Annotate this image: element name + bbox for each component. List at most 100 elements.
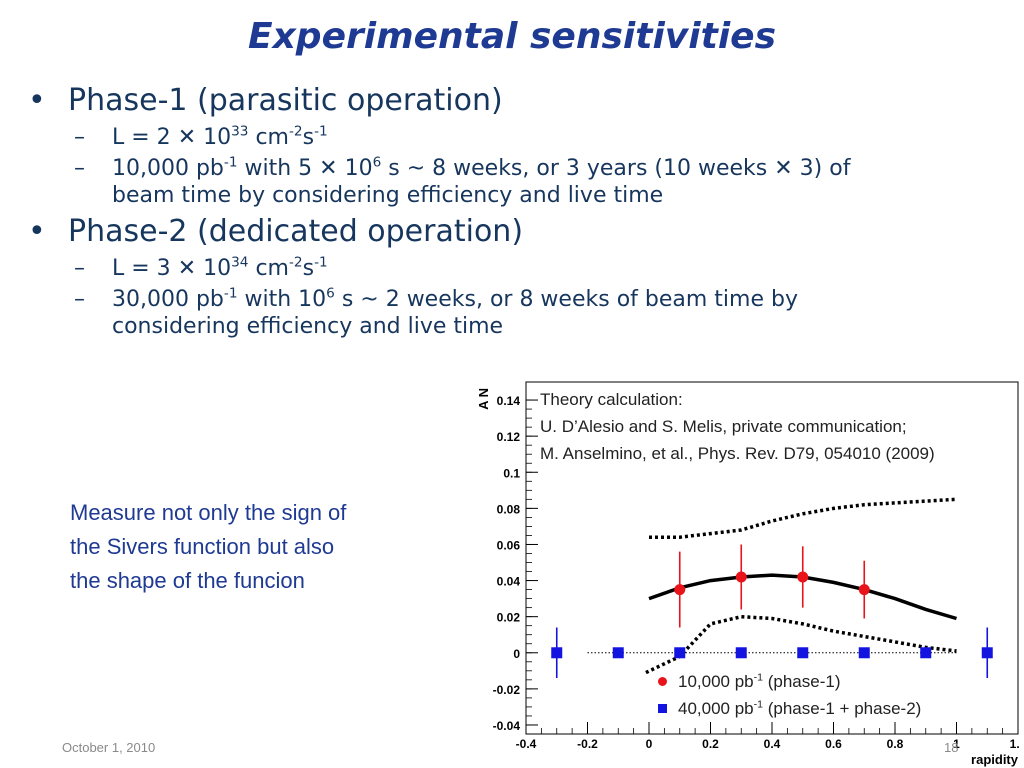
x-tick-label: 0.4 — [764, 737, 781, 751]
slide-title: Experimental sensitivities — [247, 16, 776, 57]
theory-line: U. D’Alesio and S. Melis, private commun… — [540, 417, 907, 436]
phase-2-data-point — [981, 647, 993, 659]
y-tick-label: -0.04 — [493, 719, 521, 733]
superscript: 34 — [231, 254, 249, 271]
phase-2-data-point — [735, 647, 747, 659]
legend-text: (phase-1 + phase-2) — [763, 699, 922, 718]
legend-text: (phase-1) — [763, 672, 841, 691]
phase-2-data-point — [612, 647, 624, 659]
legend-text: 40,000 pb — [678, 699, 754, 718]
legend-square-marker — [658, 704, 667, 713]
times-symbol: ✕ — [774, 156, 793, 181]
y-tick-label: 0 — [513, 647, 520, 661]
times-symbol: ✕ — [177, 125, 197, 150]
x-tick-label: 1.2 — [1010, 737, 1020, 751]
phase-1-data-point — [797, 571, 809, 583]
text-segment: L = 3 — [112, 256, 171, 281]
dash: – — [74, 125, 85, 150]
text-segment: 10 — [203, 125, 232, 150]
x-tick-label: 0.8 — [887, 737, 904, 751]
x-tick-label: -0.2 — [577, 737, 598, 751]
superscript: -1 — [753, 671, 764, 684]
text-segment: cm — [248, 125, 289, 150]
bullet-dot: • — [28, 83, 46, 118]
plot-legend: 10,000 pb-1 (phase-1) 40,000 pb-1 (phase… — [656, 668, 921, 722]
phase-1-data-point — [674, 584, 686, 596]
sub-bullet-exposure-1: – 10,000 pb-1 with 5 ✕ 106 s ~ 8 weeks, … — [28, 155, 988, 209]
text-segment: L = 2 — [112, 125, 171, 150]
bullet-list: • Phase-1 (parasitic operation) – L = 2 … — [28, 82, 988, 344]
y-tick-label: 0.04 — [497, 575, 521, 589]
dash: – — [74, 287, 85, 312]
x-tick-label: 0.6 — [825, 737, 842, 751]
superscript: -1 — [223, 285, 238, 302]
superscript: -1 — [223, 154, 238, 171]
y-tick-label: 0.08 — [497, 502, 521, 516]
phase-2-data-point — [920, 647, 932, 659]
text-segment: considering efficiency and live time — [112, 314, 504, 339]
x-tick-label: -0.4 — [516, 737, 537, 751]
sub-bullet-exposure-2: – 30,000 pb-1 with 106 s ~ 2 weeks, or 8… — [28, 286, 988, 340]
phase-2-data-point — [858, 647, 870, 659]
x-tick-label: 0.2 — [702, 737, 719, 751]
text-segment: 10 — [337, 156, 373, 181]
phase-2-data-point — [797, 647, 809, 659]
sub-bullet-luminosity-2: – L = 3 ✕ 1034 cm-2s-1 — [28, 255, 988, 282]
dash: – — [74, 156, 85, 181]
legend-entry-phase-1: 10,000 pb-1 (phase-1) — [656, 668, 921, 695]
bullet-phase-1: • Phase-1 (parasitic operation) — [28, 82, 988, 120]
legend-text: 10,000 pb — [678, 672, 754, 691]
theory-line: M. Anselmino, et al., Phys. Rev. D79, 05… — [540, 444, 935, 463]
text-segment: 10 — [203, 256, 232, 281]
dash: – — [74, 256, 85, 281]
theory-lower-bound-curve — [645, 614, 957, 675]
y-tick-label: 0.1 — [503, 466, 520, 480]
bullet-label: Phase-2 (dedicated operation) — [68, 214, 524, 249]
superscript: -2 — [289, 254, 303, 271]
phase-2-data-point — [551, 647, 563, 659]
superscript: 6 — [326, 285, 335, 302]
y-axis-label: A N — [476, 388, 491, 410]
y-tick-label: 0.06 — [497, 538, 521, 552]
x-tick-label: 0 — [646, 737, 653, 751]
text-segment: s ~ 8 weeks, or 3 years (10 weeks — [381, 156, 775, 181]
phase-1-data-point — [858, 584, 870, 596]
y-tick-label: 0.14 — [497, 394, 521, 408]
text-segment: s — [302, 256, 315, 281]
legend-entry-phase-2: 40,000 pb-1 (phase-1 + phase-2) — [656, 695, 921, 722]
superscript: -1 — [314, 123, 328, 140]
theory-upper-bound-curve — [649, 497, 957, 539]
text-segment: 10,000 pb — [112, 156, 224, 181]
superscript: 6 — [372, 154, 382, 171]
annotation-note: Measure not only the sign of the Sivers … — [70, 496, 440, 598]
bullet-label: Phase-1 (parasitic operation) — [68, 83, 503, 118]
superscript: 33 — [231, 123, 249, 140]
times-symbol: ✕ — [177, 256, 197, 281]
text-segment: 3) of — [792, 156, 851, 181]
text-segment: 30,000 pb — [112, 287, 224, 312]
phase-1-data-point — [735, 571, 747, 583]
footer-date: October 1, 2010 — [62, 740, 156, 755]
x-axis-label: rapidity — [971, 752, 1019, 767]
note-line: the Sivers function but also — [70, 534, 335, 559]
superscript: -1 — [753, 698, 764, 711]
times-symbol: ✕ — [319, 156, 338, 181]
text-segment: s ~ 2 weeks, or 8 weeks of beam time by — [334, 287, 798, 312]
x-tick-label: 1 — [953, 737, 960, 751]
bullet-dot: • — [28, 214, 46, 249]
note-line: Measure not only the sign of — [70, 500, 347, 525]
theory-caption: Theory calculation: U. D’Alesio and S. M… — [538, 386, 937, 467]
text-segment: with 5 — [237, 156, 320, 181]
text-segment: s — [302, 125, 315, 150]
legend-circle-marker — [658, 677, 667, 686]
theory-line: Theory calculation: — [540, 390, 683, 409]
asymmetry-plot: -0.04 -0.02 0 0.02 0.04 0.06 0.08 0.1 0.12 0.14 -0… — [476, 381, 1020, 767]
superscript: -1 — [314, 254, 328, 271]
bullet-phase-2: • Phase-2 (dedicated operation) — [28, 213, 988, 251]
text-segment: beam time by considering efficiency and … — [112, 183, 664, 208]
sub-bullet-luminosity-1: – L = 2 ✕ 1033 cm-2s-1 — [28, 124, 988, 151]
superscript: -2 — [289, 123, 303, 140]
text-segment: with 10 — [237, 287, 327, 312]
y-tick-label: -0.02 — [493, 683, 521, 697]
text-segment: cm — [248, 256, 289, 281]
